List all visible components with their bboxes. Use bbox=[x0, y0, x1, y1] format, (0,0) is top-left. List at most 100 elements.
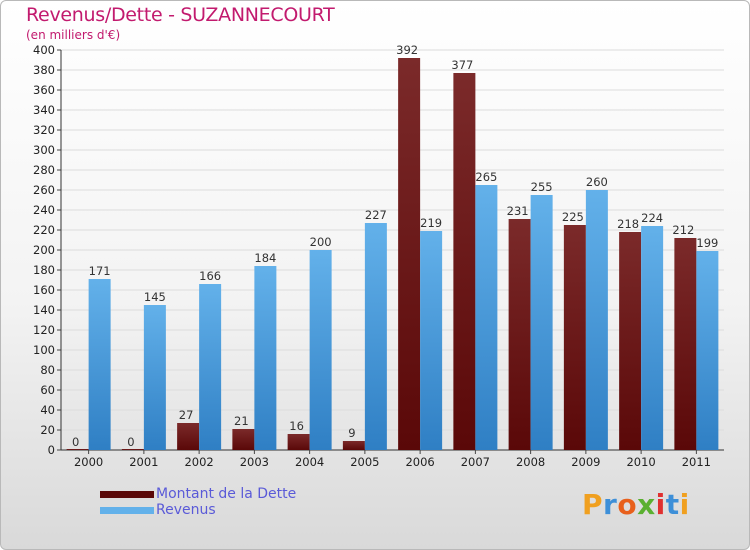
data-label-revenue: 265 bbox=[475, 170, 497, 184]
y-tick-label: 40 bbox=[40, 403, 55, 417]
data-label-debt: 21 bbox=[234, 414, 249, 428]
y-tick-label: 400 bbox=[33, 43, 55, 57]
legend-label-revenue: Revenus bbox=[156, 502, 216, 518]
x-tick-label: 2010 bbox=[626, 455, 655, 469]
proxiti-logo: Proxiti bbox=[582, 488, 690, 521]
data-label-debt: 9 bbox=[348, 426, 355, 440]
legend-swatch-debt bbox=[100, 490, 154, 498]
y-tick-label: 260 bbox=[33, 183, 55, 197]
logo-letter: x bbox=[637, 488, 656, 521]
x-tick-label: 2001 bbox=[129, 455, 158, 469]
y-tick-label: 360 bbox=[33, 83, 55, 97]
bar-debt bbox=[453, 73, 476, 450]
data-label-debt: 212 bbox=[672, 223, 694, 237]
data-label-revenue: 260 bbox=[586, 175, 608, 189]
bar-revenue bbox=[696, 251, 719, 450]
x-tick-label: 2002 bbox=[184, 455, 213, 469]
data-label-revenue: 219 bbox=[420, 216, 442, 230]
data-label-debt: 377 bbox=[451, 58, 473, 72]
bar-debt bbox=[674, 238, 697, 450]
bar-debt bbox=[342, 441, 365, 450]
y-tick-label: 80 bbox=[40, 363, 55, 377]
y-tick-label: 240 bbox=[33, 203, 55, 217]
data-label-debt: 225 bbox=[562, 210, 584, 224]
x-tick-label: 2005 bbox=[350, 455, 379, 469]
y-tick-label: 140 bbox=[33, 303, 55, 317]
y-tick-label: 60 bbox=[40, 383, 55, 397]
x-tick-label: 2007 bbox=[461, 455, 490, 469]
legend-item-revenue: Revenus bbox=[100, 502, 296, 518]
bar-debt bbox=[619, 232, 642, 450]
y-tick-label: 220 bbox=[33, 223, 55, 237]
chart-subtitle: (en milliers d'€) bbox=[26, 28, 121, 42]
x-tick-label: 2000 bbox=[74, 455, 103, 469]
bar-debt bbox=[563, 225, 586, 450]
bar-debt bbox=[398, 58, 421, 450]
x-axis: 2000 2001 2002 2003 2004 2005 2006 2007 2008 2009… bbox=[74, 450, 711, 469]
bars: 0 171 0 145 27 166 21 184 16 200 9 227 392 219 377 265 2… bbox=[66, 43, 719, 450]
x-tick-label: 2011 bbox=[682, 455, 711, 469]
logo-letter: P bbox=[582, 488, 604, 521]
bar-revenue bbox=[475, 185, 498, 450]
bar-revenue bbox=[641, 226, 664, 450]
y-tick-label: 20 bbox=[40, 423, 55, 437]
y-tick-label: 340 bbox=[33, 103, 55, 117]
legend-swatch-revenue bbox=[100, 506, 154, 514]
x-tick-label: 2009 bbox=[571, 455, 600, 469]
data-label-revenue: 224 bbox=[641, 211, 663, 225]
chart-title: Revenus/Dette - SUZANNECOURT bbox=[26, 4, 335, 26]
bar-debt bbox=[66, 449, 89, 450]
bar-debt bbox=[121, 449, 144, 450]
y-tick-label: 280 bbox=[33, 163, 55, 177]
data-label-revenue: 200 bbox=[310, 235, 332, 249]
data-label-revenue: 227 bbox=[365, 208, 387, 222]
bar-revenue bbox=[585, 190, 608, 450]
data-label-debt: 392 bbox=[396, 43, 418, 57]
y-tick-label: 320 bbox=[33, 123, 55, 137]
data-label-revenue: 145 bbox=[144, 290, 166, 304]
legend: Montant de la Dette Revenus bbox=[100, 486, 296, 518]
bar-debt bbox=[287, 434, 310, 450]
bar-revenue bbox=[143, 305, 166, 450]
logo-letter: i bbox=[655, 488, 666, 521]
data-label-debt: 231 bbox=[507, 204, 529, 218]
y-tick-label: 0 bbox=[48, 443, 55, 457]
data-label-debt: 0 bbox=[72, 435, 79, 449]
x-tick-label: 2003 bbox=[240, 455, 269, 469]
data-label-revenue: 184 bbox=[254, 251, 276, 265]
y-tick-label: 160 bbox=[33, 283, 55, 297]
x-tick-label: 2008 bbox=[516, 455, 545, 469]
data-label-debt: 27 bbox=[179, 408, 194, 422]
y-tick-label: 180 bbox=[33, 263, 55, 277]
y-tick-label: 300 bbox=[33, 143, 55, 157]
data-label-revenue: 166 bbox=[199, 269, 221, 283]
bar-revenue bbox=[88, 279, 111, 450]
logo-letter: o bbox=[617, 488, 638, 521]
bar-debt bbox=[177, 423, 200, 450]
logo-letter: t bbox=[665, 488, 680, 521]
legend-label-debt: Montant de la Dette bbox=[156, 486, 297, 502]
y-axis: 0204060801001201401601802002202402602803… bbox=[33, 43, 724, 457]
bar-debt bbox=[508, 219, 531, 450]
y-tick-label: 200 bbox=[33, 243, 55, 257]
data-label-debt: 16 bbox=[289, 419, 304, 433]
legend-item-debt: Montant de la Dette bbox=[100, 486, 296, 502]
data-label-revenue: 255 bbox=[531, 180, 553, 194]
y-tick-label: 380 bbox=[33, 63, 55, 77]
data-label-revenue: 199 bbox=[696, 236, 718, 250]
bar-revenue bbox=[309, 250, 332, 450]
bar-revenue bbox=[199, 284, 222, 450]
data-label-debt: 0 bbox=[127, 435, 134, 449]
bar-revenue bbox=[254, 266, 277, 450]
x-tick-label: 2004 bbox=[295, 455, 324, 469]
logo-letter: i bbox=[679, 488, 690, 521]
grid-lines bbox=[61, 49, 724, 451]
logo-letter: r bbox=[603, 488, 618, 521]
bar-revenue bbox=[530, 195, 553, 450]
data-label-revenue: 171 bbox=[89, 264, 111, 278]
bar-debt bbox=[232, 429, 255, 450]
bar-revenue bbox=[364, 223, 387, 450]
data-label-debt: 218 bbox=[617, 217, 639, 231]
y-tick-label: 100 bbox=[33, 343, 55, 357]
